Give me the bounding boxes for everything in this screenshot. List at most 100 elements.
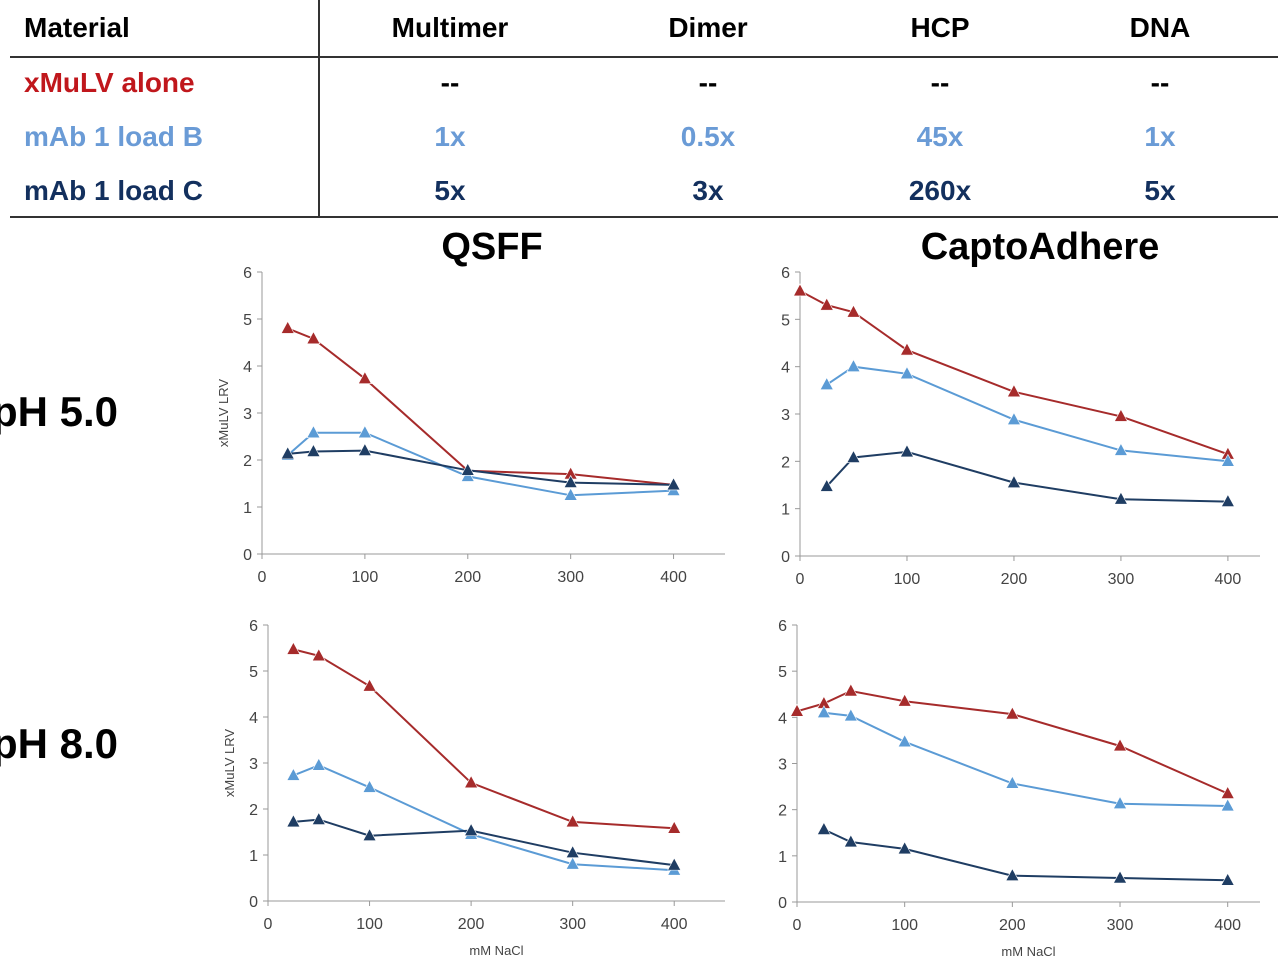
data-point-marker [464, 775, 479, 789]
y-tick-label: 2 [778, 803, 787, 820]
cell-dimer: -- [698, 67, 718, 98]
cell-dna: 1x [1144, 121, 1176, 152]
y-tick-label: 1 [778, 849, 787, 866]
header-dimer: Dimer [668, 12, 748, 43]
y-tick-label: 1 [243, 500, 252, 517]
data-point-marker [1113, 408, 1128, 422]
data-point-marker [1220, 453, 1235, 467]
series-line [287, 431, 674, 497]
data-point-marker [460, 462, 475, 476]
series-line [826, 365, 1229, 463]
y-tick-label: 5 [249, 664, 258, 681]
data-point-marker [306, 331, 321, 345]
ph-label-8: pH 8.0 [0, 720, 119, 767]
y-tick-label: 5 [243, 312, 252, 329]
data-point-marker [1005, 868, 1020, 881]
data-point-marker [1113, 491, 1128, 505]
y-tick-label: 3 [781, 407, 790, 424]
data-point-marker [1113, 870, 1128, 884]
summary-table: Material Multimer Dimer HCP DNA xMuLV al… [0, 0, 1280, 218]
x-tick-label: 400 [661, 916, 688, 933]
y-tick-label: 0 [781, 549, 790, 566]
x-tick-label: 100 [894, 571, 921, 588]
data-point-marker [789, 703, 805, 717]
table-row: mAb 1 load C 5x 3x 260x 5x [0, 171, 1280, 211]
y-tick-label: 6 [781, 265, 790, 282]
cell-multimer: -- [440, 67, 460, 98]
data-point-marker [563, 487, 578, 501]
header-material: Material [24, 12, 130, 43]
data-point-marker [280, 320, 295, 334]
table-column-divider [318, 0, 320, 218]
data-point-marker [792, 283, 808, 297]
x-tick-label: 0 [264, 916, 273, 933]
series-line [293, 764, 675, 872]
x-tick-label: 0 [796, 571, 805, 588]
data-point-marker [362, 828, 377, 841]
row-material-load-c: mAb 1 load C [24, 175, 203, 206]
data-point-marker [357, 371, 372, 384]
data-point-marker [897, 734, 912, 748]
data-point-marker [1220, 798, 1235, 812]
data-point-marker [362, 779, 377, 793]
cell-multimer: 1x [434, 121, 466, 152]
data-point-marker [1113, 796, 1128, 809]
data-point-marker [1005, 706, 1020, 720]
y-tick-label: 3 [249, 756, 258, 773]
table-header-row: Material Multimer Dimer HCP DNA [0, 8, 1280, 48]
chart-captoadhere-ph5: 0 1 2 3 4 5 6 0 100 200 300 400 [781, 265, 1260, 588]
series-line [823, 711, 1228, 807]
x-axis-label: mM NaCl [1001, 944, 1055, 959]
x-tick-label: 0 [258, 569, 267, 586]
y-tick-label: 2 [781, 454, 790, 471]
header-dna: DNA [1129, 12, 1191, 43]
data-point-marker [1113, 738, 1128, 752]
y-tick-label: 1 [781, 502, 790, 519]
table-bottom-border [10, 216, 1278, 218]
y-tick-label: 4 [781, 360, 790, 377]
data-point-marker [1006, 475, 1021, 488]
ph-label-5: pH 5.0 [0, 388, 119, 435]
x-tick-label: 300 [559, 916, 586, 933]
y-tick-label: 4 [249, 710, 258, 727]
x-tick-label: 100 [352, 569, 379, 586]
data-point-marker [311, 648, 326, 662]
x-tick-label: 400 [1215, 571, 1242, 588]
data-point-marker [819, 377, 834, 390]
data-point-marker [816, 705, 831, 719]
x-axis-label: mM NaCl [469, 943, 523, 958]
y-tick-label: 1 [249, 848, 258, 865]
y-tick-label: 4 [778, 710, 787, 727]
data-point-marker [311, 757, 326, 771]
cell-dna: 5x [1144, 175, 1176, 206]
data-point-marker [899, 444, 914, 458]
data-point-marker [819, 478, 834, 492]
chart-qsff-ph5: 0 1 2 3 4 5 6 0 100 200 300 400 xMuLV LRV [216, 265, 725, 586]
data-point-marker [843, 708, 858, 722]
cell-hcp: -- [930, 67, 950, 98]
y-tick-label: 6 [778, 618, 787, 635]
x-tick-label: 400 [1214, 917, 1241, 934]
x-tick-label: 200 [1001, 571, 1028, 588]
data-point-marker [843, 683, 858, 697]
x-tick-label: 300 [557, 569, 584, 586]
y-tick-label: 4 [243, 359, 252, 376]
y-tick-label: 0 [249, 894, 258, 911]
data-point-marker [311, 811, 326, 825]
cell-dimer: 3x [692, 175, 724, 206]
row-material-xmulv: xMuLV alone [24, 67, 195, 98]
data-point-marker [1113, 442, 1128, 456]
y-tick-label: 5 [781, 312, 790, 329]
data-point-marker [1006, 384, 1021, 398]
y-tick-label: 2 [249, 802, 258, 819]
header-multimer: Multimer [391, 12, 509, 43]
x-tick-label: 300 [1108, 571, 1135, 588]
series-line [825, 450, 1228, 503]
x-tick-label: 100 [891, 917, 918, 934]
data-point-marker [286, 814, 301, 828]
data-point-marker [357, 425, 372, 439]
data-point-marker [897, 693, 912, 707]
y-tick-label: 6 [243, 265, 252, 282]
x-tick-label: 200 [458, 916, 485, 933]
y-axis-label: xMuLV LRV [216, 379, 231, 447]
